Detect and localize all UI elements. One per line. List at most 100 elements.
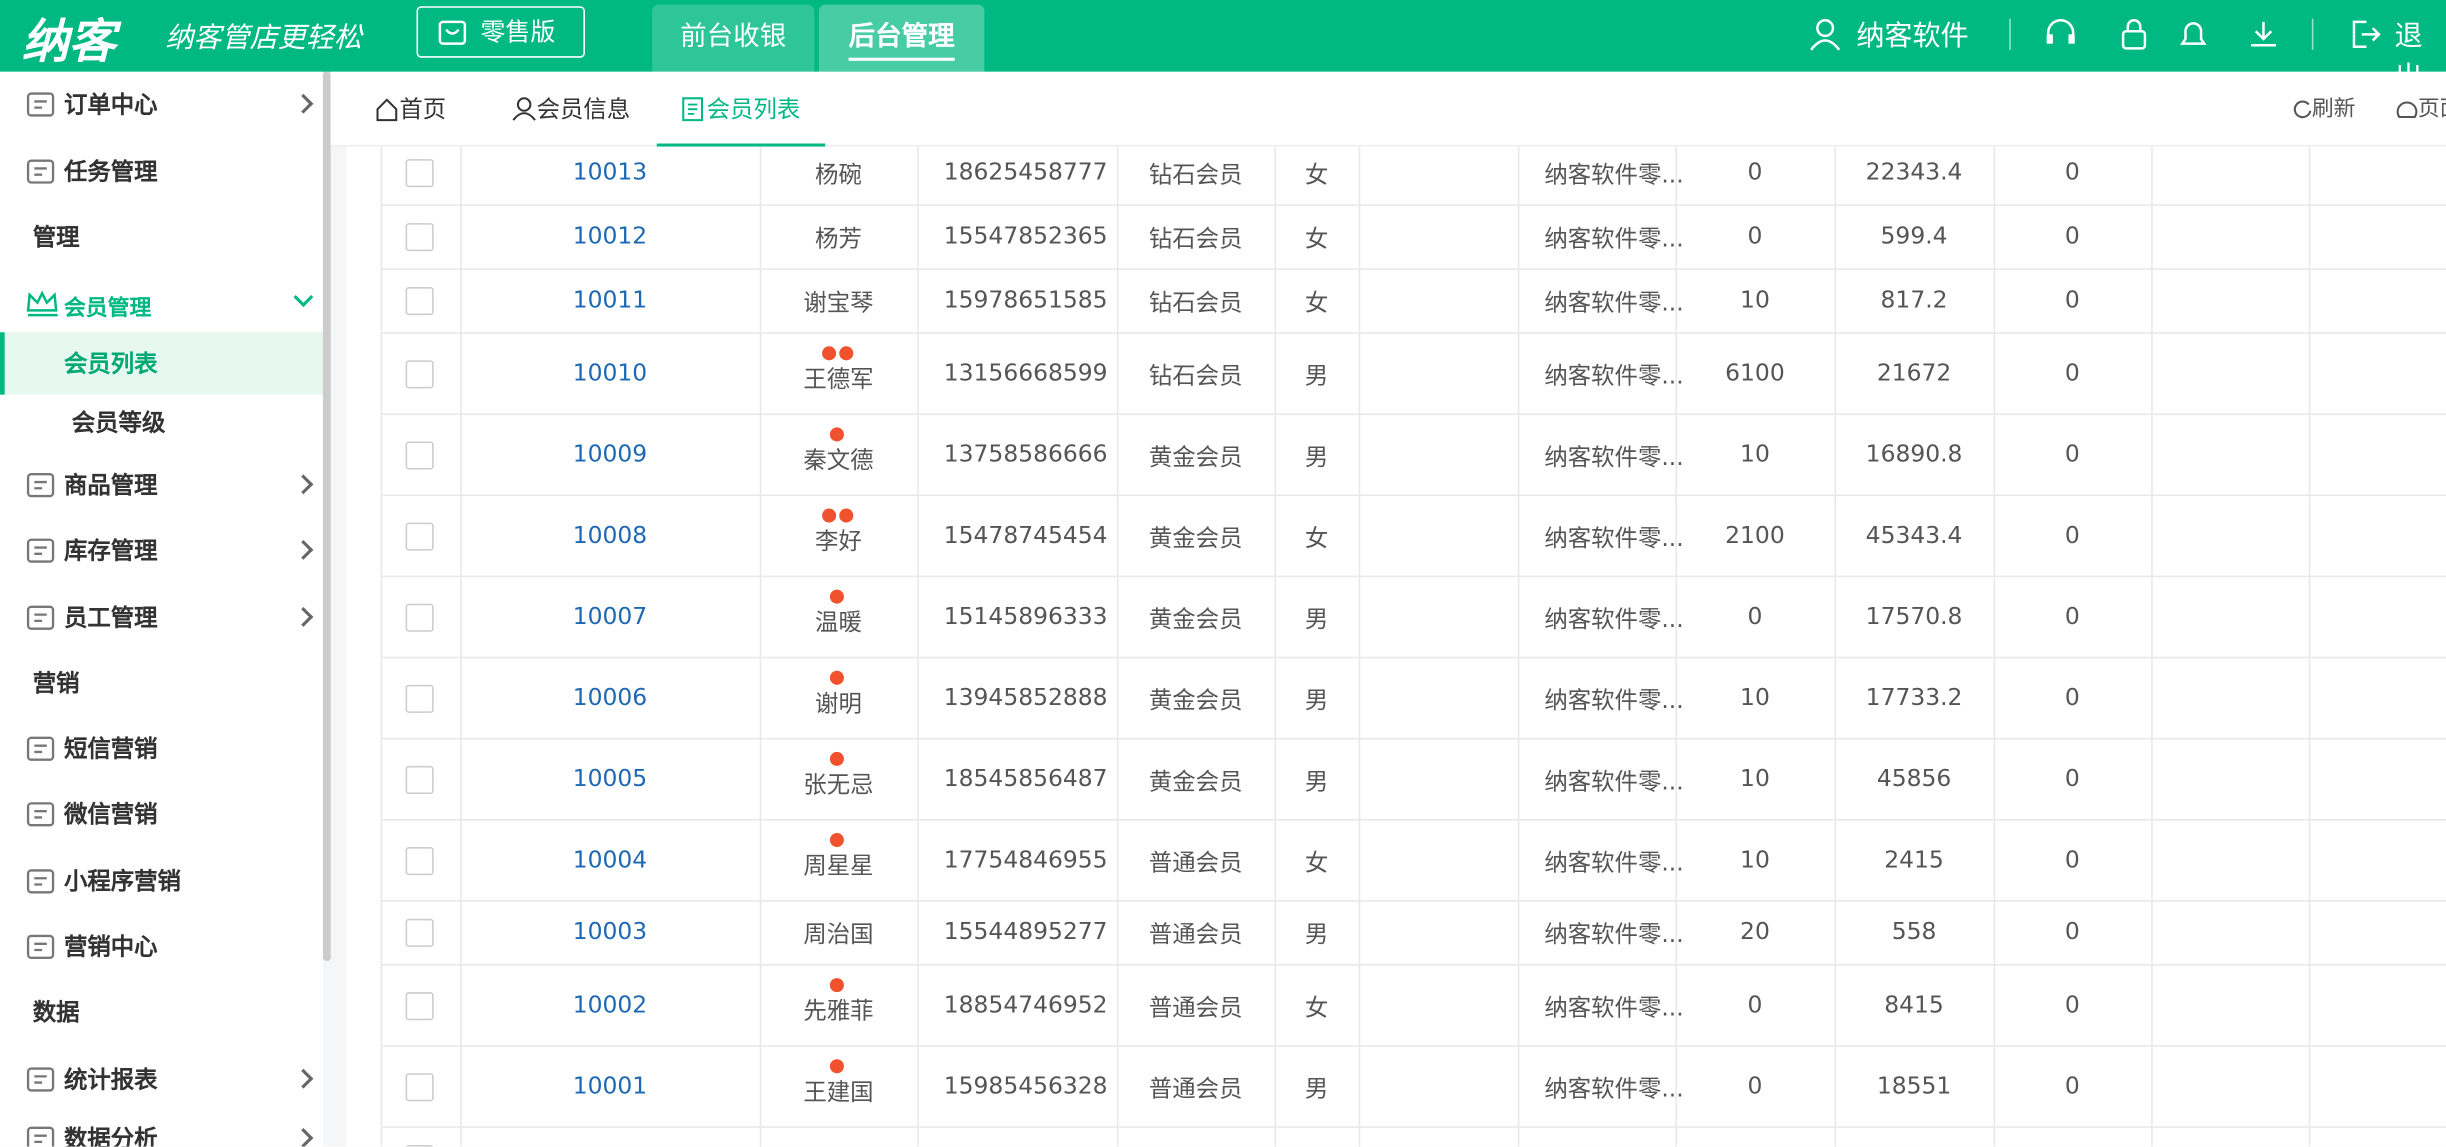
menu-item[interactable]: 短信营销 — [0, 718, 323, 780]
tab[interactable]: 会员信息 — [536, 95, 631, 124]
shape — [26, 1067, 55, 1092]
checkbox[interactable] — [405, 684, 434, 713]
menu-item[interactable]: 会员管理 — [0, 271, 323, 333]
checkbox[interactable] — [405, 991, 434, 1020]
member-id[interactable]: 10010 — [572, 358, 648, 387]
member-id[interactable]: 10008 — [572, 520, 648, 549]
page-action[interactable]: 页面 — [2417, 96, 2446, 122]
lock-icon[interactable] — [2117, 17, 2151, 51]
page-icon — [2396, 101, 2418, 119]
table-cell: 0 — [1994, 496, 2152, 576]
cell-text: 普通会员 — [1148, 847, 1243, 876]
refresh[interactable]: 刷新 — [2311, 96, 2356, 122]
menu-item[interactable]: 员工管理 — [0, 587, 323, 649]
table-cell: 599.4 — [1835, 206, 1994, 268]
cell-border — [1517, 1127, 1520, 1147]
tab[interactable]: 首页 — [399, 95, 447, 124]
checkbox[interactable] — [405, 846, 434, 875]
member-id[interactable]: 10006 — [572, 682, 648, 711]
member-id[interactable]: 10001 — [572, 1070, 648, 1099]
cell-text: 男 — [1304, 766, 1329, 795]
checkbox[interactable] — [405, 287, 434, 316]
table-cell: 女 — [1274, 147, 1358, 205]
table-cell: 普通会员 — [1117, 1047, 1275, 1127]
cell-border — [460, 965, 462, 1046]
table-cell: 普通会员 — [1117, 966, 1275, 1046]
table-cell: 张无忌 — [760, 739, 918, 819]
nav-tab[interactable]: 后台管理 — [818, 4, 985, 72]
cell-text: 13156668599 — [943, 358, 1108, 387]
nav-tab[interactable]: 前台收银 — [652, 4, 815, 72]
table-cell: 17570.8 — [1835, 577, 1994, 657]
checkbox[interactable] — [405, 602, 434, 631]
cell-border — [1675, 901, 1677, 965]
table-cell: 纳客软件零... — [1518, 902, 1683, 964]
menu-icon — [26, 1126, 55, 1147]
menu-item[interactable]: 营销中心 — [0, 916, 323, 978]
cell-border — [2308, 820, 2311, 901]
table-cell: 13156668599 — [917, 334, 1117, 414]
menu-item[interactable]: 会员列表 — [0, 332, 323, 395]
menu-item[interactable]: 统计报表 — [0, 1048, 323, 1110]
logo[interactable]: 纳客 — [21, 15, 116, 71]
member-id[interactable]: 10007 — [572, 601, 648, 630]
table-cell: 钻石会员 — [1117, 270, 1275, 332]
cell-text: 钻石会员 — [1148, 224, 1243, 253]
table-cell: 纳客软件零... — [1518, 739, 1683, 819]
table-cell: 0 — [1994, 821, 2152, 901]
checkbox[interactable] — [405, 1145, 434, 1147]
cell-border — [2308, 1046, 2311, 1127]
menu-item[interactable]: 微信营销 — [0, 783, 323, 845]
member-id[interactable]: 10013 — [572, 157, 648, 186]
logout-icon[interactable] — [2348, 17, 2382, 51]
member-id[interactable]: 10004 — [572, 844, 648, 873]
menu-item[interactable]: 小程序营销 — [0, 850, 323, 912]
cell-border — [2308, 146, 2311, 205]
checkbox[interactable] — [405, 1072, 434, 1101]
divider — [2311, 18, 2314, 50]
menu-icon — [26, 473, 55, 498]
cell-text: 女 — [1304, 523, 1329, 552]
cell-text: 纳客软件零... — [1544, 523, 1684, 552]
checkbox[interactable] — [405, 359, 434, 388]
cell-border — [2151, 1046, 2153, 1127]
table-cell: 谢明 — [760, 658, 918, 738]
member-id[interactable]: 10003 — [572, 917, 648, 946]
bell-icon[interactable] — [2176, 17, 2210, 51]
checkbox[interactable] — [405, 159, 434, 188]
table-row — [380, 1127, 2446, 1147]
menu-icon — [26, 869, 55, 894]
member-id[interactable]: 10002 — [572, 989, 648, 1018]
shape — [34, 1134, 47, 1144]
checkbox[interactable] — [405, 918, 434, 947]
menu-item[interactable]: 数据分析 — [0, 1108, 323, 1147]
cell-text: 男 — [1304, 361, 1329, 390]
cell-text: 纳客软件零... — [1544, 604, 1684, 633]
cell-border — [1274, 965, 1277, 1046]
service-icon[interactable] — [2044, 17, 2078, 51]
checkbox[interactable] — [405, 440, 434, 469]
menu-item[interactable]: 会员等级 — [0, 392, 323, 454]
tab-active[interactable]: 会员列表 — [656, 72, 826, 147]
member-id[interactable]: 10012 — [572, 221, 648, 250]
cell-border — [759, 965, 762, 1046]
shape — [516, 97, 532, 112]
table-cell: 0 — [1994, 1047, 2152, 1127]
checkbox[interactable] — [405, 223, 434, 252]
member-id[interactable]: 10009 — [572, 439, 648, 468]
table-cell: 45856 — [1835, 739, 1994, 819]
user-name[interactable]: 纳客软件 — [1856, 20, 1969, 54]
menu-item[interactable]: 任务管理 — [0, 140, 323, 202]
checkbox[interactable] — [405, 521, 434, 550]
menu-label: 会员列表 — [63, 349, 158, 378]
cell-text: 黄金会员 — [1148, 523, 1243, 552]
menu-item[interactable]: 商品管理 — [0, 454, 323, 516]
checkbox[interactable] — [405, 765, 434, 794]
menu-item[interactable]: 订单中心 — [0, 73, 323, 135]
edition-badge[interactable]: 零售版 — [416, 6, 585, 58]
member-id[interactable]: 10011 — [572, 285, 648, 314]
cell-border — [1834, 658, 1837, 738]
member-id[interactable]: 10005 — [572, 763, 648, 792]
menu-item[interactable]: 库存管理 — [0, 519, 323, 581]
download-icon[interactable] — [2246, 17, 2280, 51]
